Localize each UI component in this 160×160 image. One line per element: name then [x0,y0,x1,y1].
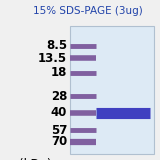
FancyBboxPatch shape [70,26,154,154]
Text: 13.5: 13.5 [38,52,67,65]
Text: 57: 57 [51,124,67,137]
Text: 40: 40 [51,106,67,119]
Text: (kDa): (kDa) [19,158,52,160]
Text: 8.5: 8.5 [46,39,67,52]
Text: 15% SDS-PAGE (3ug): 15% SDS-PAGE (3ug) [33,6,143,16]
Text: 28: 28 [51,89,67,103]
Text: 70: 70 [51,135,67,148]
Text: 18: 18 [51,66,67,79]
